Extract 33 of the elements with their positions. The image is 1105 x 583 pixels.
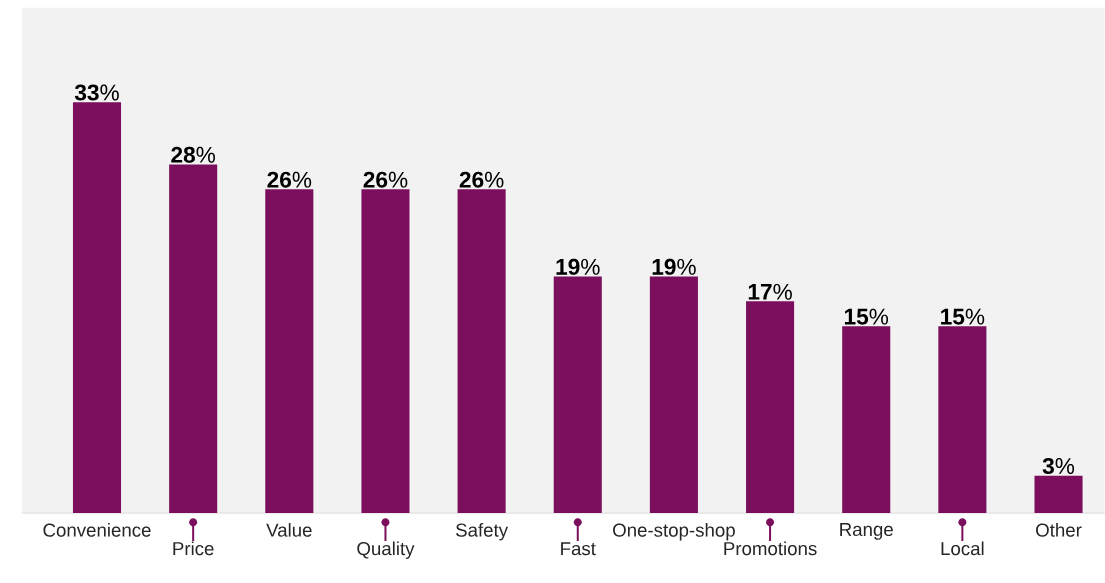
x-tick-label: Fast	[561, 542, 596, 556]
x-tick-label: Value	[266, 523, 312, 537]
x-tick-label: Local	[941, 541, 984, 556]
bar	[746, 301, 795, 513]
data-label: 17%	[748, 283, 792, 300]
bar	[361, 189, 410, 513]
data-label: 19%	[556, 258, 600, 275]
data-label: 28%	[171, 146, 216, 163]
data-label: 33%	[74, 84, 119, 101]
x-tick-label: Quality	[357, 541, 415, 559]
bar	[72, 102, 122, 513]
data-label: 19%	[652, 258, 696, 275]
bar	[169, 164, 218, 513]
bar	[938, 326, 987, 513]
bar	[1034, 475, 1083, 513]
x-tick-label: Convenience	[43, 523, 151, 537]
x-tick-label: Price	[173, 541, 214, 556]
data-label: 15%	[941, 308, 985, 325]
data-label: 26%	[459, 171, 504, 188]
bar	[457, 189, 506, 513]
bar	[265, 189, 314, 513]
x-tick-label: Promotions	[724, 541, 817, 556]
x-tick-label: Range	[840, 523, 893, 540]
data-label: 3%	[1042, 457, 1075, 475]
bar	[553, 276, 602, 513]
x-tick-label: Safety	[456, 523, 509, 541]
data-label: 26%	[363, 171, 408, 188]
bar	[649, 276, 698, 513]
data-label: 26%	[267, 171, 312, 188]
x-tick-label: One-stop-shop	[613, 523, 735, 541]
bar	[842, 326, 891, 513]
x-tick-label: Other	[1036, 523, 1082, 537]
data-label: 15%	[844, 308, 889, 325]
